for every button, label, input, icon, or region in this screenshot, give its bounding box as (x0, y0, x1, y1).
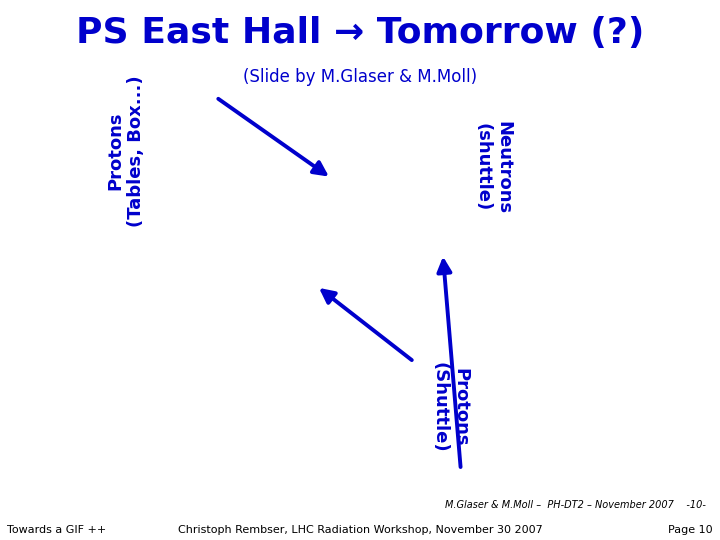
Text: M.Glaser & M.Moll –  PH-DT2 – November 2007    -10-: M.Glaser & M.Moll – PH-DT2 – November 20… (445, 500, 706, 510)
Text: Protons
(Tables, Box...): Protons (Tables, Box...) (107, 76, 145, 227)
Text: (Slide by M.Glaser & M.Moll): (Slide by M.Glaser & M.Moll) (243, 68, 477, 85)
Text: Neutrons
(shuttle): Neutrons (shuttle) (474, 121, 513, 214)
Text: Page 10: Page 10 (668, 524, 713, 535)
Text: Protons
(Shuttle): Protons (Shuttle) (431, 362, 469, 453)
Text: Towards a GIF ++: Towards a GIF ++ (7, 524, 107, 535)
Text: PS East Hall → Tomorrow (?): PS East Hall → Tomorrow (?) (76, 16, 644, 50)
Text: Christoph Rembser, LHC Radiation Workshop, November 30 2007: Christoph Rembser, LHC Radiation Worksho… (178, 524, 542, 535)
